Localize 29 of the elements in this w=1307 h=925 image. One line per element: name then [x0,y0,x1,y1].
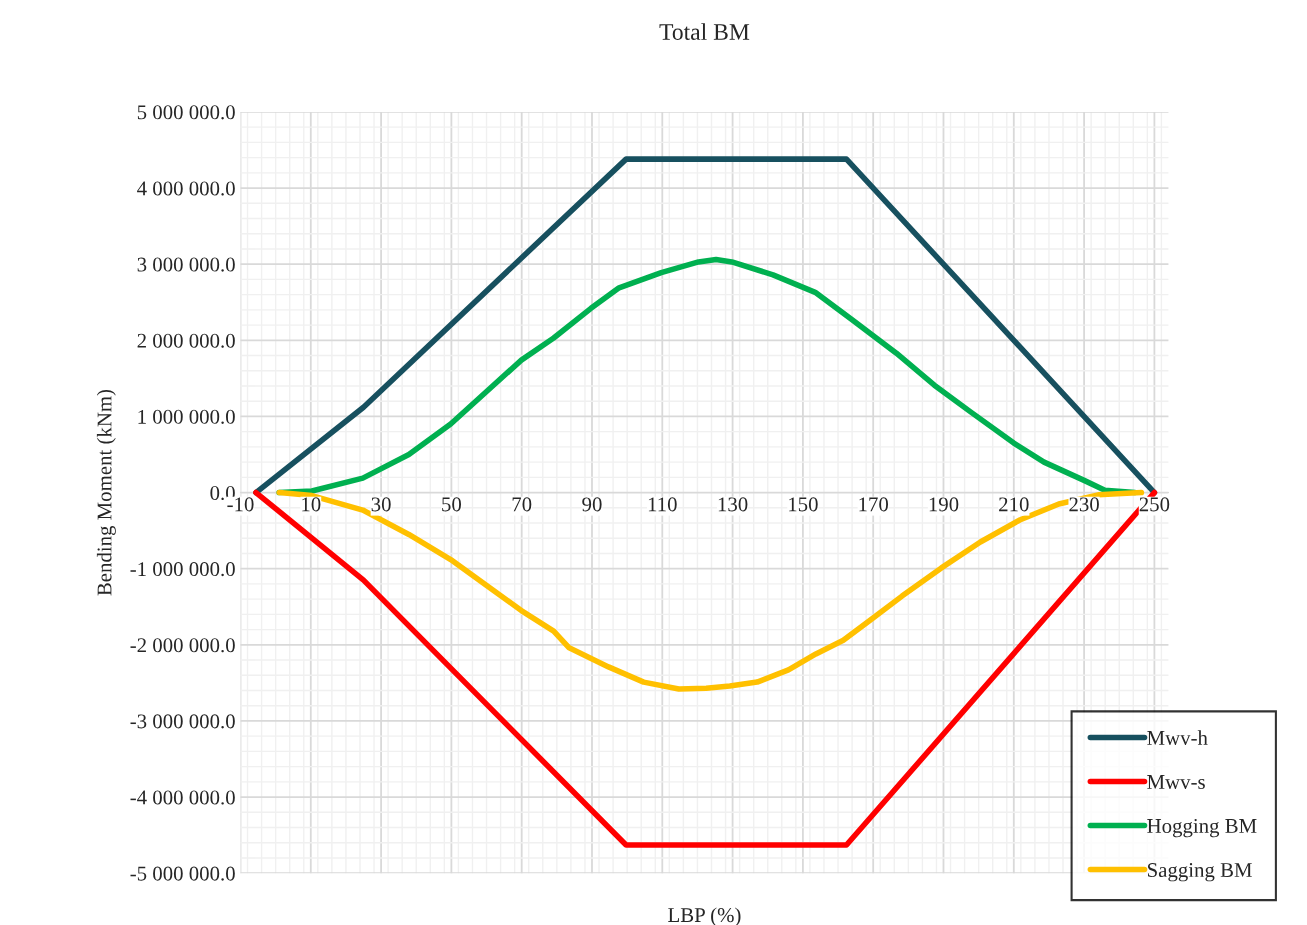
y-tick-label: -1 000 000.0 [130,562,235,577]
x-tick-label: 210 [999,497,1029,512]
legend-label: Sagging BM [1147,863,1252,882]
legend-label: Hogging BM [1147,818,1257,838]
x-tick-label: 10 [302,497,321,512]
x-tick-label: 170 [859,497,889,512]
y-tick-label: 1 000 000.0 [138,409,235,424]
x-tick-label: 230 [1069,497,1099,512]
y-tick-label: 2 000 000.0 [137,333,235,348]
chart-title: Total BM [659,23,750,40]
x-tick-label: 30 [371,497,391,512]
x-tick-label: 150 [789,497,818,512]
x-tick-label: 190 [929,497,959,512]
y-axis-title: Bending Moment (kNm) [96,389,116,596]
y-tick-label: -2 000 000.0 [130,638,235,653]
x-tick-label: 250 [1139,497,1170,512]
y-tick-label: 5 000 000.0 [137,105,235,120]
y-tick-label: -3 000 000.0 [130,714,235,729]
y-tick-label: 3 000 000.0 [137,257,235,272]
x-tick-label: 110 [648,497,677,512]
y-tick-label: 4 000 000.0 [137,181,235,196]
x-tick-label: 90 [582,497,602,512]
y-tick-label: -4 000 000.0 [130,790,235,805]
y-tick-label: -5 000 000.0 [130,866,235,881]
legend-label: Mwv-s [1147,775,1205,789]
legend-label: Mwv-h [1147,730,1208,745]
x-tick-label: 50 [442,497,462,512]
x-tick-label: 130 [718,497,748,512]
x-tick-label: 70 [512,497,532,512]
